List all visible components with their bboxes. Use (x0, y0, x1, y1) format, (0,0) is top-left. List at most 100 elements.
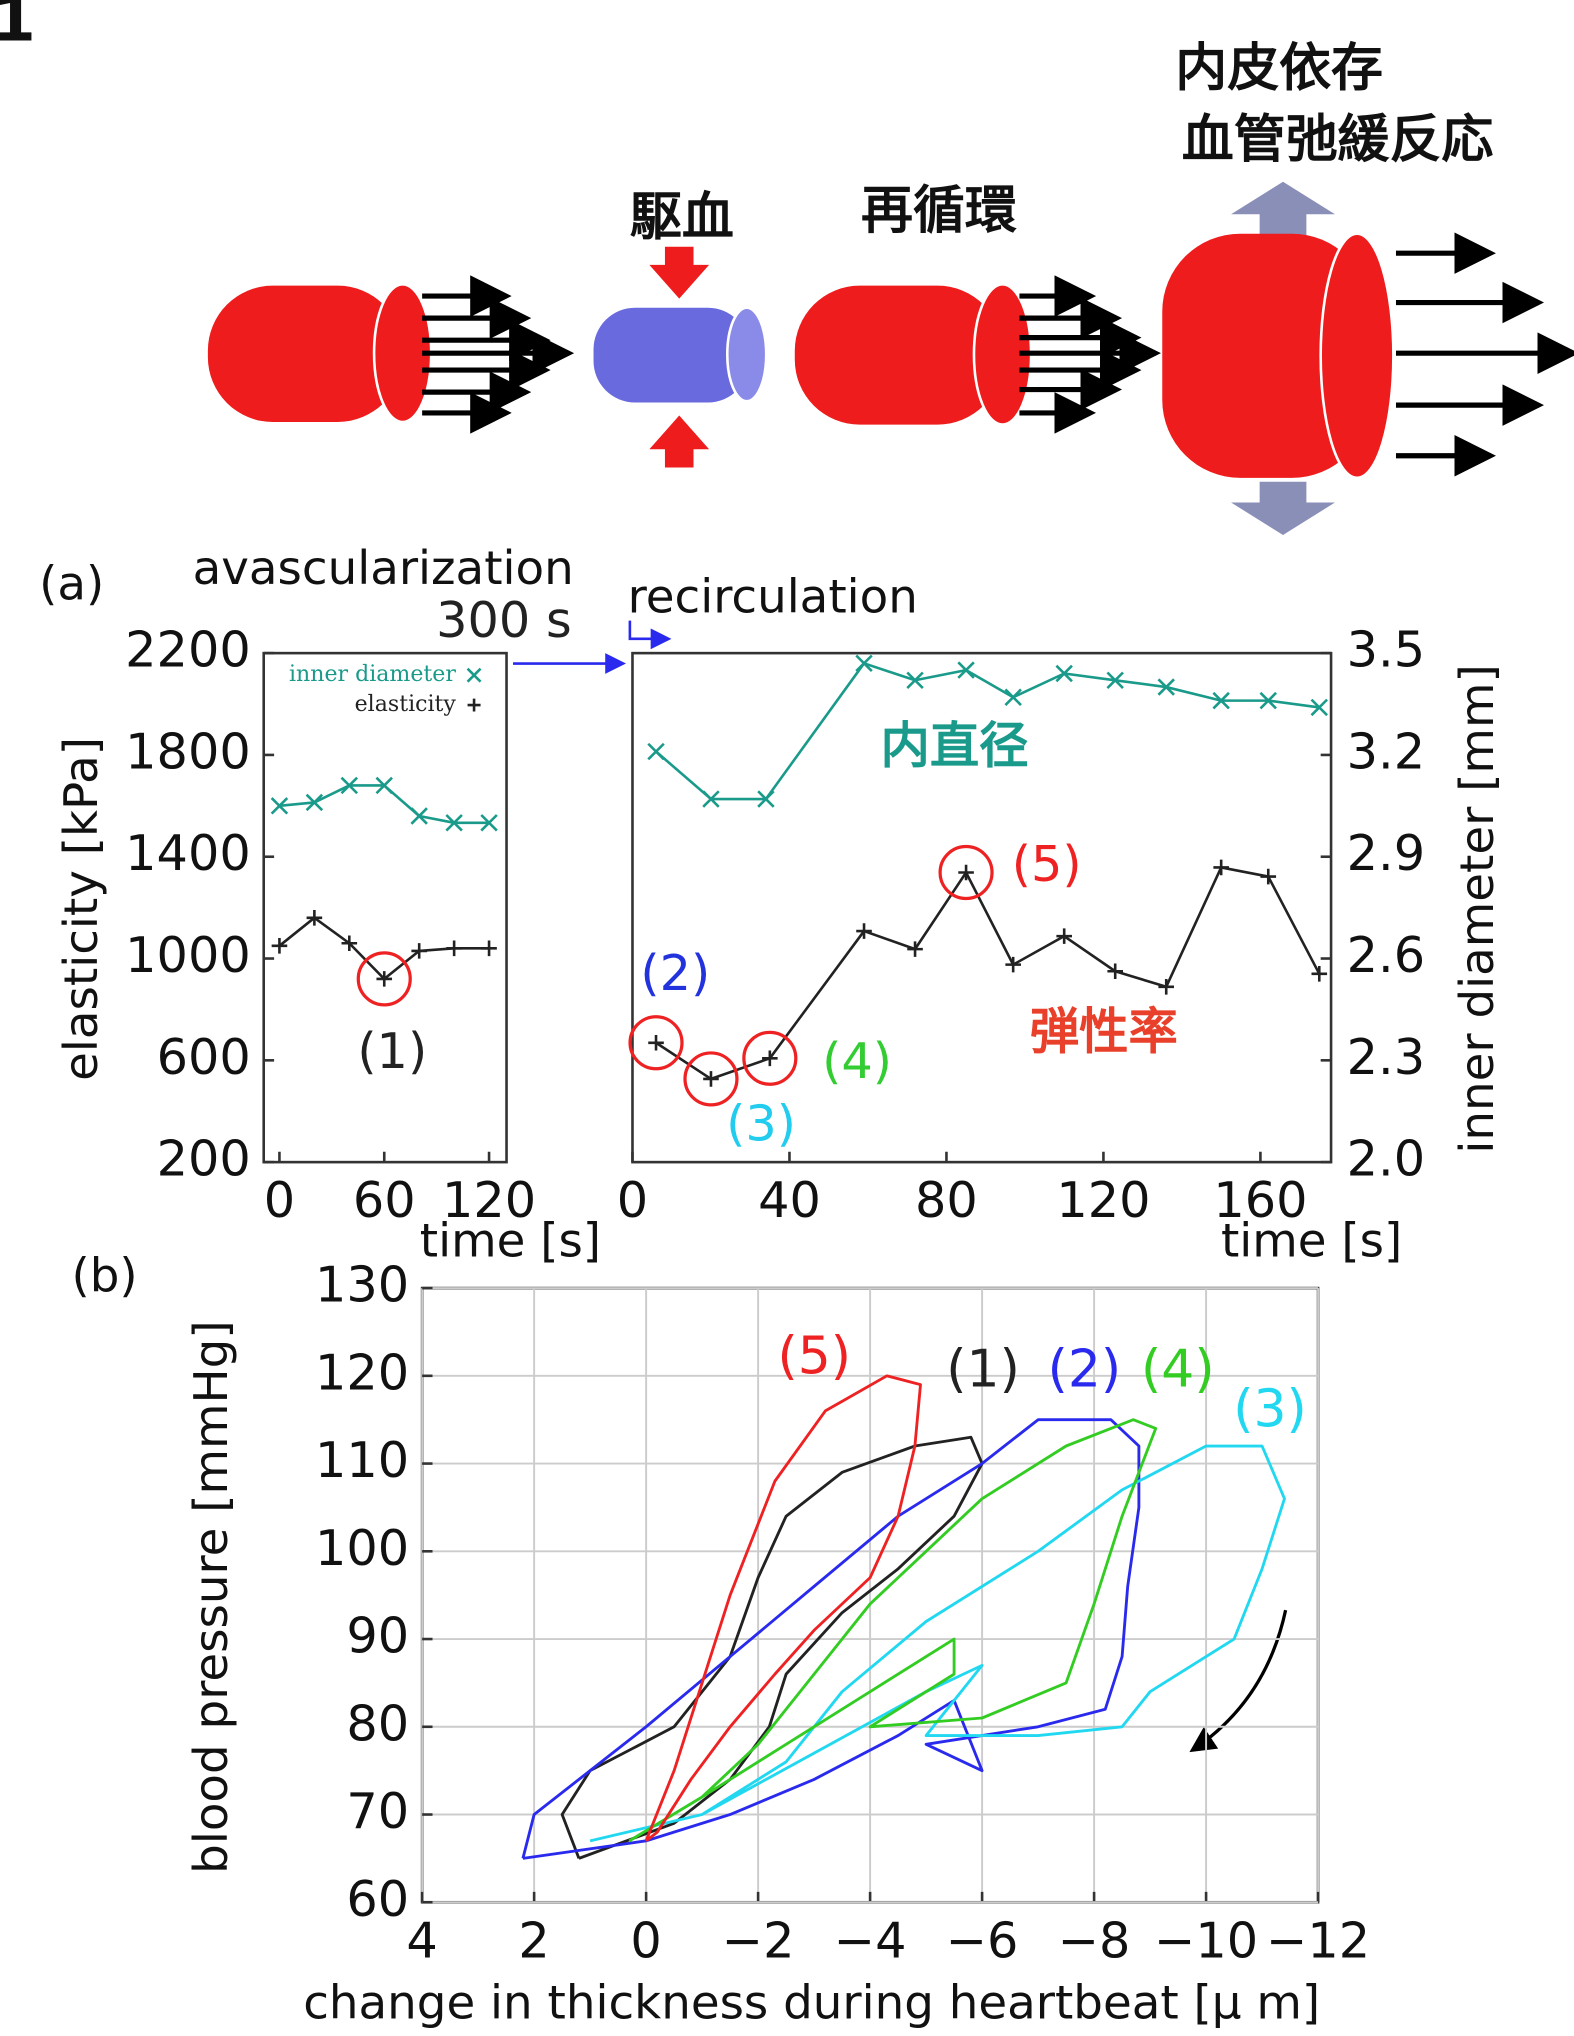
point (1005, 956, 1021, 973)
series-label: (1) (946, 1339, 1020, 1399)
vessel-dilated (1162, 233, 1371, 478)
series-line (521, 1418, 1141, 1860)
annotation: 弾性率 (1030, 1002, 1178, 1060)
series-line (644, 1374, 922, 1842)
highlight-circle (628, 1015, 684, 1071)
annotation: 300 s (436, 591, 572, 649)
point (271, 938, 288, 954)
point (1310, 698, 1328, 717)
diagram: 駆血 再循環 内皮依存 血管弛緩反応 (207, 38, 1574, 535)
compress-arrow (649, 246, 710, 299)
point (341, 935, 358, 952)
point (703, 1071, 719, 1087)
highlight-circle (742, 1030, 798, 1086)
legend-label: elasticity (355, 692, 457, 717)
y-tick-label: 90 (346, 1607, 409, 1665)
y-axis-label: elasticity [kPa] (55, 737, 109, 1081)
annotation: (3) (726, 1095, 796, 1153)
y2-tick-label: 3.5 (1347, 621, 1425, 679)
point (1213, 859, 1229, 876)
series-line (628, 1418, 1158, 1843)
series-line (655, 866, 1321, 1081)
dilation-arrow (1231, 481, 1335, 535)
point (856, 923, 872, 939)
point (647, 742, 665, 761)
y2-tick-label: 2.0 (1347, 1130, 1425, 1188)
x-tick-label: 2 (518, 1911, 549, 1969)
y2-axis-label: inner diameter [mm] (1451, 664, 1505, 1153)
point (757, 790, 775, 808)
annotation: 内直径 (881, 717, 1029, 775)
series-label: (4) (1141, 1339, 1215, 1399)
dilation-arrow (1231, 181, 1335, 236)
series-label: (3) (1233, 1380, 1307, 1440)
y2-tick-label: 2.3 (1347, 1028, 1425, 1086)
y-tick-label: 100 (315, 1519, 409, 1577)
point (410, 807, 428, 825)
point (1259, 691, 1277, 710)
y-axis-label: blood pressure [mmHg] (185, 1320, 239, 1873)
annotation: (4) (822, 1032, 892, 1090)
y-tick-label: 2200 (125, 621, 251, 679)
flow-arrows (422, 275, 575, 434)
y2-tick-label: 3.2 (1347, 722, 1425, 780)
point (1107, 963, 1123, 980)
series-label: (2) (1048, 1339, 1122, 1399)
y2-tick-label: 2.9 (1347, 824, 1425, 882)
x-tick-label: −12 (1266, 1911, 1370, 1969)
point (1004, 688, 1022, 706)
y-tick-label: 130 (315, 1256, 409, 1314)
y-tick-label: 1000 (125, 926, 251, 984)
x-tick-label: −10 (1154, 1911, 1258, 1969)
point (1055, 664, 1073, 683)
point (702, 790, 720, 808)
point (907, 941, 923, 957)
y2-tick-label: 2.6 (1347, 926, 1425, 984)
point (480, 814, 498, 832)
x-axis-label: time [s] (1221, 1214, 1402, 1268)
x-tick-label: 0 (617, 1171, 648, 1229)
y-tick-label: 120 (315, 1343, 409, 1401)
series-label: (5) (777, 1326, 851, 1386)
label: 駆血 (630, 188, 734, 248)
x-tick-label: 4 (406, 1911, 437, 1969)
series-line (589, 1444, 1286, 1843)
annotation: (2) (640, 944, 710, 1002)
plot-frame (631, 651, 1333, 1164)
y-tick-label: 1400 (125, 824, 251, 882)
point (1311, 966, 1328, 982)
point (481, 940, 497, 957)
legend-symbol (467, 698, 481, 712)
x-tick-label: 160 (1213, 1171, 1307, 1229)
point (340, 776, 359, 795)
highlight-circle (356, 951, 412, 1007)
point (305, 793, 324, 812)
x-tick-label: 120 (1056, 1171, 1150, 1229)
x-tick-label: 120 (442, 1171, 536, 1229)
flow-arrows (1019, 275, 1161, 434)
start-marker (628, 620, 672, 650)
vessel-end (725, 306, 768, 403)
point (855, 654, 873, 673)
point (445, 814, 463, 832)
y-tick-label: 1800 (125, 722, 251, 780)
label: 内皮依存 (1175, 38, 1383, 98)
y-tick-label: 60 (346, 1870, 409, 1928)
label: 再循環 (861, 181, 1017, 241)
x-tick-label: −2 (722, 1911, 795, 1969)
vessel (207, 285, 403, 423)
point (1157, 678, 1175, 696)
point (1212, 691, 1230, 710)
panel-label: (b) (72, 1249, 138, 1303)
point (1260, 868, 1277, 885)
annotation: (1) (357, 1022, 427, 1080)
point (270, 797, 289, 815)
x-axis-label: change in thickness during heartbeat [μ … (303, 1977, 1320, 2031)
annotation: (5) (1012, 835, 1082, 893)
x-tick-label: 0 (630, 1911, 661, 1969)
x-tick-label: 80 (915, 1171, 978, 1229)
compress-arrow (649, 415, 710, 468)
point (906, 671, 924, 689)
point (648, 1034, 664, 1051)
x-tick-label: 0 (264, 1171, 295, 1229)
